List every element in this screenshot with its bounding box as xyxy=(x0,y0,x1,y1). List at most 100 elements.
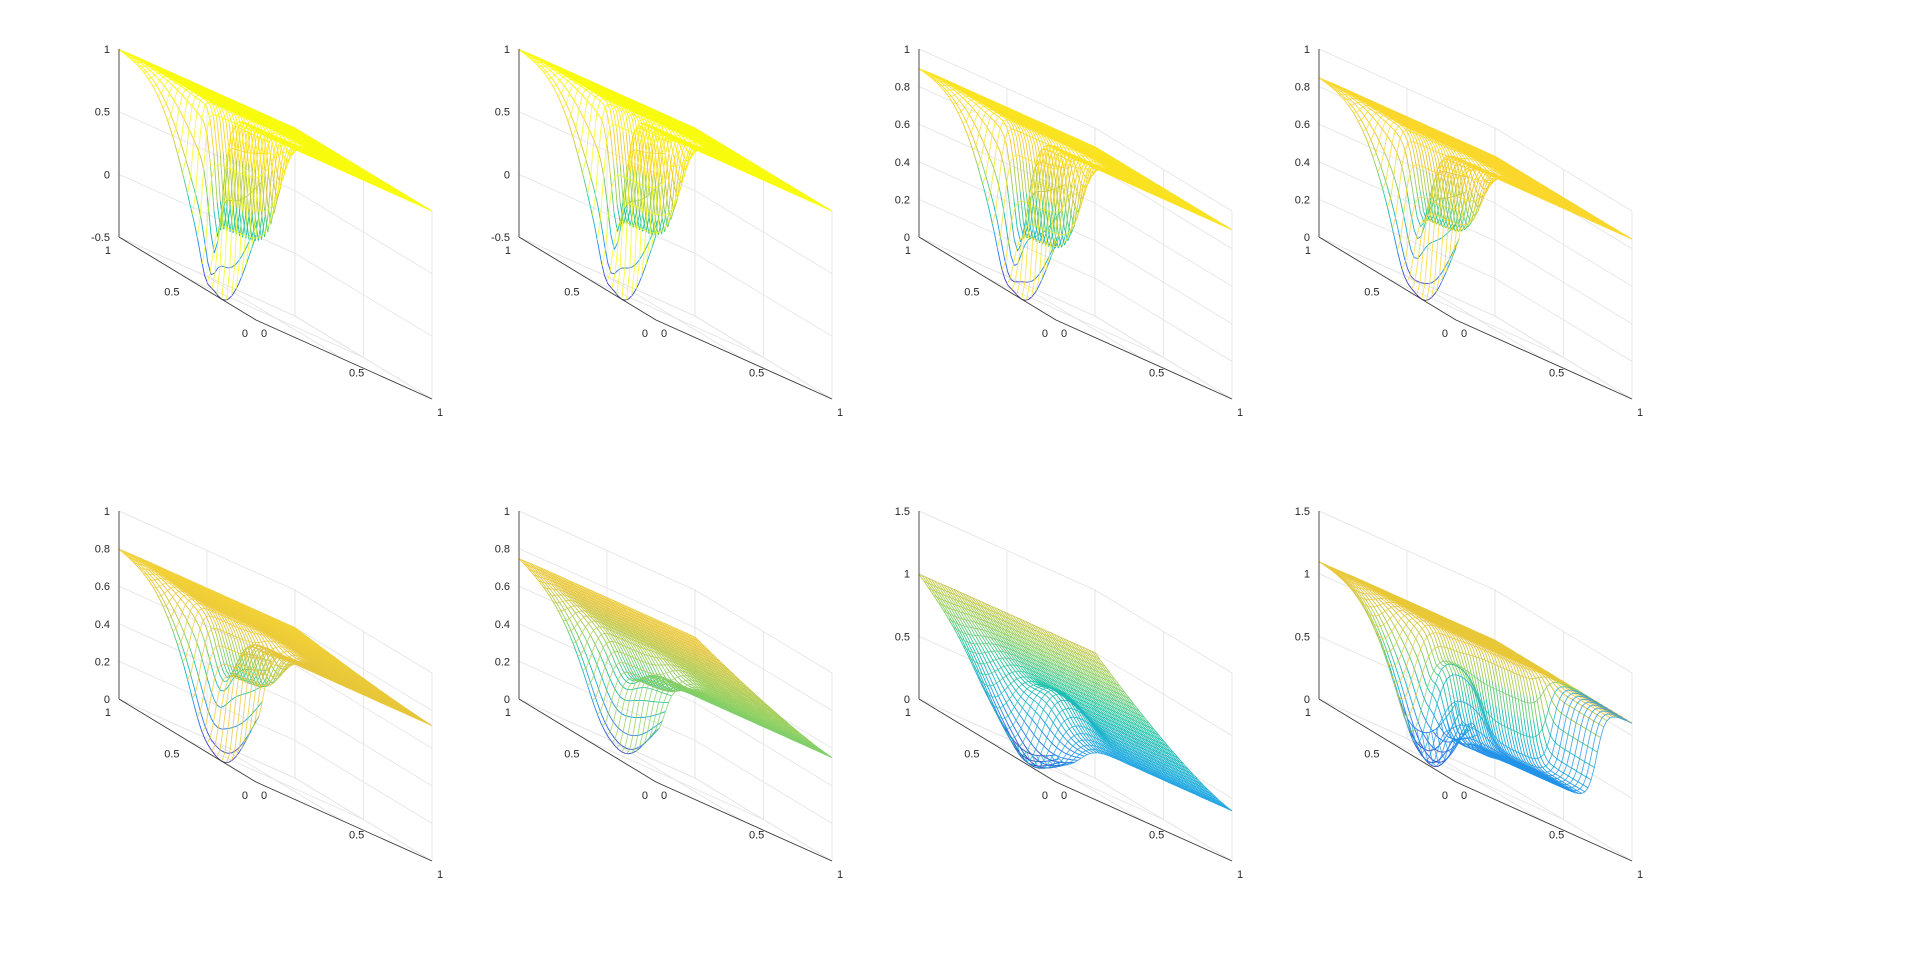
x-tick-label: 0.5 xyxy=(749,368,764,380)
x-tick-label: 0.5 xyxy=(749,830,764,842)
surface-mesh xyxy=(118,548,433,764)
y-tick-label: 0 xyxy=(1042,790,1048,802)
z-tick-label: 0 xyxy=(1304,694,1310,706)
z-tick-label: 1 xyxy=(104,506,110,518)
z-tick-label: 1 xyxy=(1304,569,1310,581)
z-tick-label: 0 xyxy=(504,694,510,706)
z-tick-label: 0 xyxy=(904,694,910,706)
y-tick-label: 0.5 xyxy=(1364,287,1379,299)
z-tick-label: 0.8 xyxy=(495,544,510,556)
y-tick-label: 0.5 xyxy=(164,749,179,761)
y-tick-label: 0 xyxy=(642,790,648,802)
y-tick-label: 1 xyxy=(1305,245,1311,257)
z-tick-label: 0 xyxy=(104,694,110,706)
z-tick-label: 0.5 xyxy=(95,107,110,119)
z-tick-label: -0.5 xyxy=(91,232,110,244)
z-tick-label: 0.4 xyxy=(895,157,910,169)
y-tick-label: 0.5 xyxy=(564,749,579,761)
axes-lines xyxy=(918,511,1233,862)
x-tick-label: 0 xyxy=(261,790,267,802)
x-tick-label: 0.5 xyxy=(1149,830,1164,842)
z-tick-label: -0.5 xyxy=(491,232,510,244)
z-tick-label: 0.6 xyxy=(495,581,510,593)
y-tick-label: 0.5 xyxy=(964,287,979,299)
axes-lines xyxy=(1318,49,1633,400)
z-tick-label: 0 xyxy=(1304,232,1310,244)
x-tick-label: 1 xyxy=(837,869,843,881)
x-tick-label: 0.5 xyxy=(1549,368,1564,380)
z-tick-label: 0.6 xyxy=(895,119,910,131)
y-tick-label: 1 xyxy=(905,707,911,719)
z-tick-label: 0 xyxy=(504,169,510,181)
y-tick-label: 0 xyxy=(242,790,248,802)
z-tick-label: 1 xyxy=(504,506,510,518)
x-tick-label: 0.5 xyxy=(349,830,364,842)
y-tick-label: 0.5 xyxy=(564,287,579,299)
y-tick-label: 0 xyxy=(1442,790,1448,802)
axes-grid xyxy=(1318,510,1633,862)
x-tick-label: 0 xyxy=(661,328,667,340)
z-tick-label: 0.2 xyxy=(95,656,110,668)
z-tick-label: 1 xyxy=(504,44,510,56)
x-tick-label: 1 xyxy=(1237,407,1243,419)
y-tick-label: 1 xyxy=(905,245,911,257)
z-tick-label: 0.5 xyxy=(895,631,910,643)
axes-grid xyxy=(118,510,433,862)
z-tick-label: 0.2 xyxy=(1295,194,1310,206)
z-tick-label: 1.5 xyxy=(1295,506,1310,518)
z-tick-label: 0.8 xyxy=(95,544,110,556)
surface-mesh xyxy=(918,68,1233,301)
y-tick-label: 1 xyxy=(105,707,111,719)
x-tick-label: 1 xyxy=(1237,869,1243,881)
surface-mesh xyxy=(518,558,833,759)
axes-lines xyxy=(518,49,833,400)
z-tick-label: 0.2 xyxy=(895,194,910,206)
y-tick-label: 0 xyxy=(242,328,248,340)
x-tick-label: 0 xyxy=(1461,790,1467,802)
axes-grid xyxy=(518,48,833,400)
z-tick-label: 0.2 xyxy=(495,656,510,668)
x-tick-label: 1 xyxy=(1637,869,1643,881)
surface-mesh xyxy=(918,573,1233,812)
axes-lines xyxy=(118,511,433,862)
y-tick-label: 0.5 xyxy=(164,287,179,299)
x-tick-label: 0.5 xyxy=(1549,830,1564,842)
y-tick-label: 0 xyxy=(642,328,648,340)
x-tick-label: 0 xyxy=(1461,328,1467,340)
y-tick-label: 0.5 xyxy=(1364,749,1379,761)
z-tick-label: 0.8 xyxy=(1295,82,1310,94)
z-tick-label: 0.6 xyxy=(95,581,110,593)
y-tick-label: 0 xyxy=(1442,328,1448,340)
z-tick-label: 0 xyxy=(104,169,110,181)
y-tick-label: 1 xyxy=(1305,707,1311,719)
x-tick-label: 0 xyxy=(661,790,667,802)
x-tick-label: 0 xyxy=(1061,790,1067,802)
axes-lines xyxy=(918,49,1233,400)
surface-mesh xyxy=(118,49,433,301)
z-tick-label: 0.4 xyxy=(495,619,510,631)
x-tick-label: 0 xyxy=(1061,328,1067,340)
y-tick-label: 0 xyxy=(1042,328,1048,340)
y-tick-label: 1 xyxy=(105,245,111,257)
z-tick-label: 1 xyxy=(904,569,910,581)
y-tick-label: 1 xyxy=(505,707,511,719)
x-tick-label: 0.5 xyxy=(349,368,364,380)
y-tick-label: 0.5 xyxy=(964,749,979,761)
surface-mesh xyxy=(518,49,833,301)
z-tick-label: 1 xyxy=(104,44,110,56)
x-tick-label: 0 xyxy=(261,328,267,340)
axes-grid xyxy=(918,48,1233,400)
z-tick-label: 1.5 xyxy=(895,506,910,518)
axes-lines xyxy=(518,511,833,862)
axes-lines xyxy=(1318,511,1633,862)
z-tick-label: 0.4 xyxy=(95,619,110,631)
z-tick-label: 1 xyxy=(904,44,910,56)
surface-mesh xyxy=(1318,77,1633,301)
